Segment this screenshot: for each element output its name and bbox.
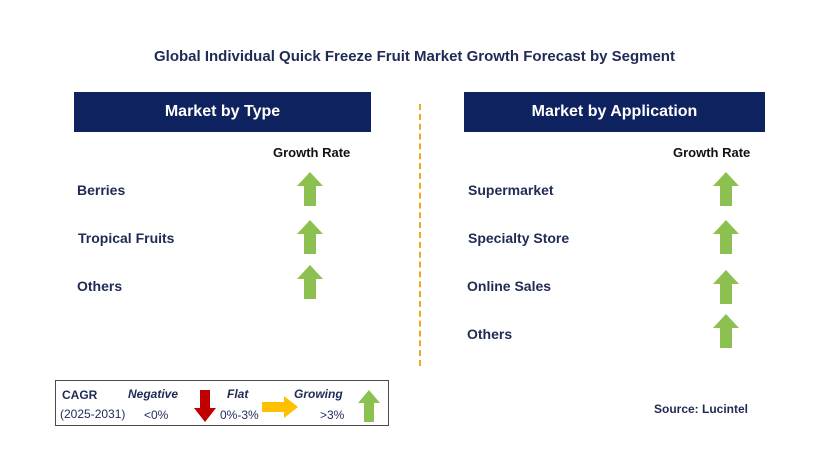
up-arrow-icon	[297, 265, 323, 299]
type-segment-tropical-fruits: Tropical Fruits	[78, 230, 175, 246]
legend-cagr-label: CAGR	[62, 388, 98, 402]
market-by-application-header: Market by Application	[464, 92, 765, 132]
legend-flat-label: Flat	[227, 387, 249, 401]
legend-negative-label: Negative	[128, 387, 179, 401]
legend-growing-label: Growing	[294, 387, 343, 401]
legend-growing-range: >3%	[320, 408, 345, 422]
left-growth-rate-label: Growth Rate	[273, 145, 351, 160]
application-segment-specialty-store: Specialty Store	[468, 230, 570, 246]
market-by-application-header-label: Market by Application	[531, 103, 698, 120]
application-segment-others: Others	[467, 326, 513, 342]
market-by-type-header-label: Market by Type	[164, 103, 281, 120]
legend-flat-range: 0%-3%	[220, 408, 259, 422]
cagr-legend: CAGR (2025-2031) Negative <0% Flat 0%-3%…	[55, 380, 389, 426]
up-arrow-icon	[358, 390, 380, 422]
market-by-type-header: Market by Type	[74, 92, 371, 132]
up-arrow-icon	[713, 220, 739, 254]
right-growth-rate-label: Growth Rate	[673, 145, 751, 160]
chart-title: Global Individual Quick Freeze Fruit Mar…	[154, 48, 675, 65]
application-segment-online-sales: Online Sales	[467, 278, 552, 294]
up-arrow-icon	[297, 172, 323, 206]
up-arrow-icon	[713, 270, 739, 304]
down-arrow-icon	[194, 390, 216, 422]
right-arrow-icon	[262, 396, 298, 418]
legend-period: (2025-2031)	[60, 407, 126, 421]
up-arrow-icon	[713, 172, 739, 206]
panel-divider	[419, 104, 421, 366]
type-segment-berries: Berries	[77, 182, 126, 198]
source-label: Source: Lucintel	[654, 402, 749, 416]
up-arrow-icon	[297, 220, 323, 254]
type-segment-others: Others	[77, 278, 123, 294]
legend-negative-range: <0%	[144, 408, 169, 422]
application-segment-supermarket: Supermarket	[468, 182, 554, 198]
up-arrow-icon	[713, 314, 739, 348]
